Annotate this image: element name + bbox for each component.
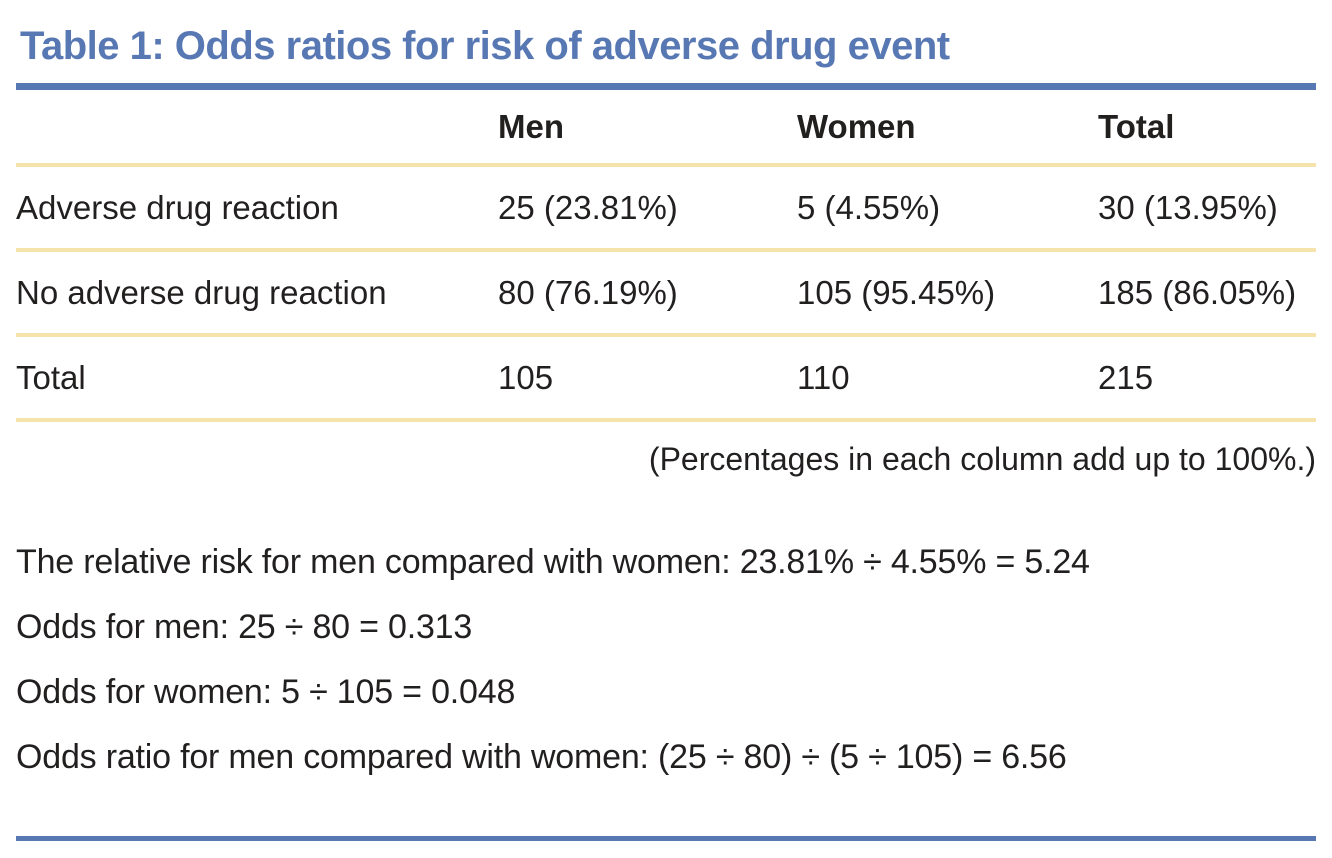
calc-odds-men: Odds for men: 25 ÷ 80 = 0.313 [16, 608, 473, 646]
page: Table 1: Odds ratios for risk of adverse… [16, 0, 1316, 790]
bottom-rule [16, 836, 1316, 841]
bottom-rule-container [16, 836, 1316, 841]
cell-total: 185 (86.05%) [1098, 250, 1316, 337]
top-rule [16, 83, 1316, 90]
col-header-men: Men [498, 90, 797, 167]
odds-ratio-table: Men Women Total Adverse drug reaction 25… [16, 90, 1316, 422]
col-header-total: Total [1098, 90, 1316, 167]
table-row-no-adverse: No adverse drug reaction 80 (76.19%) 105… [16, 250, 1316, 337]
table-row-total: Total 105 110 215 [16, 335, 1316, 422]
col-header-empty [16, 90, 498, 167]
cell-men: 80 (76.19%) [498, 250, 797, 337]
calc-odds-women: Odds for women: 5 ÷ 105 = 0.048 [16, 673, 516, 711]
cell-total: 30 (13.95%) [1098, 165, 1316, 252]
row-label: Total [16, 335, 498, 422]
row-label: Adverse drug reaction [16, 165, 498, 252]
calc-odds-ratio: Odds ratio for men compared with women: … [16, 738, 1067, 776]
table-row-adverse: Adverse drug reaction 25 (23.81%) 5 (4.5… [16, 165, 1316, 252]
col-header-women: Women [797, 90, 1098, 167]
table-note: (Percentages in each column add up to 10… [648, 441, 1316, 477]
calculations-block: The relative risk for men compared with … [16, 530, 1316, 790]
cell-women: 5 (4.55%) [797, 165, 1098, 252]
calc-relative-risk: The relative risk for men compared with … [16, 543, 1090, 581]
cell-women: 105 (95.45%) [797, 250, 1098, 337]
row-label: No adverse drug reaction [16, 250, 498, 337]
cell-men: 25 (23.81%) [498, 165, 797, 252]
cell-men: 105 [498, 335, 797, 422]
cell-total: 215 [1098, 335, 1316, 422]
table-title: Table 1: Odds ratios for risk of adverse… [20, 24, 950, 68]
table-header-row: Men Women Total [16, 90, 1316, 167]
cell-women: 110 [797, 335, 1098, 422]
